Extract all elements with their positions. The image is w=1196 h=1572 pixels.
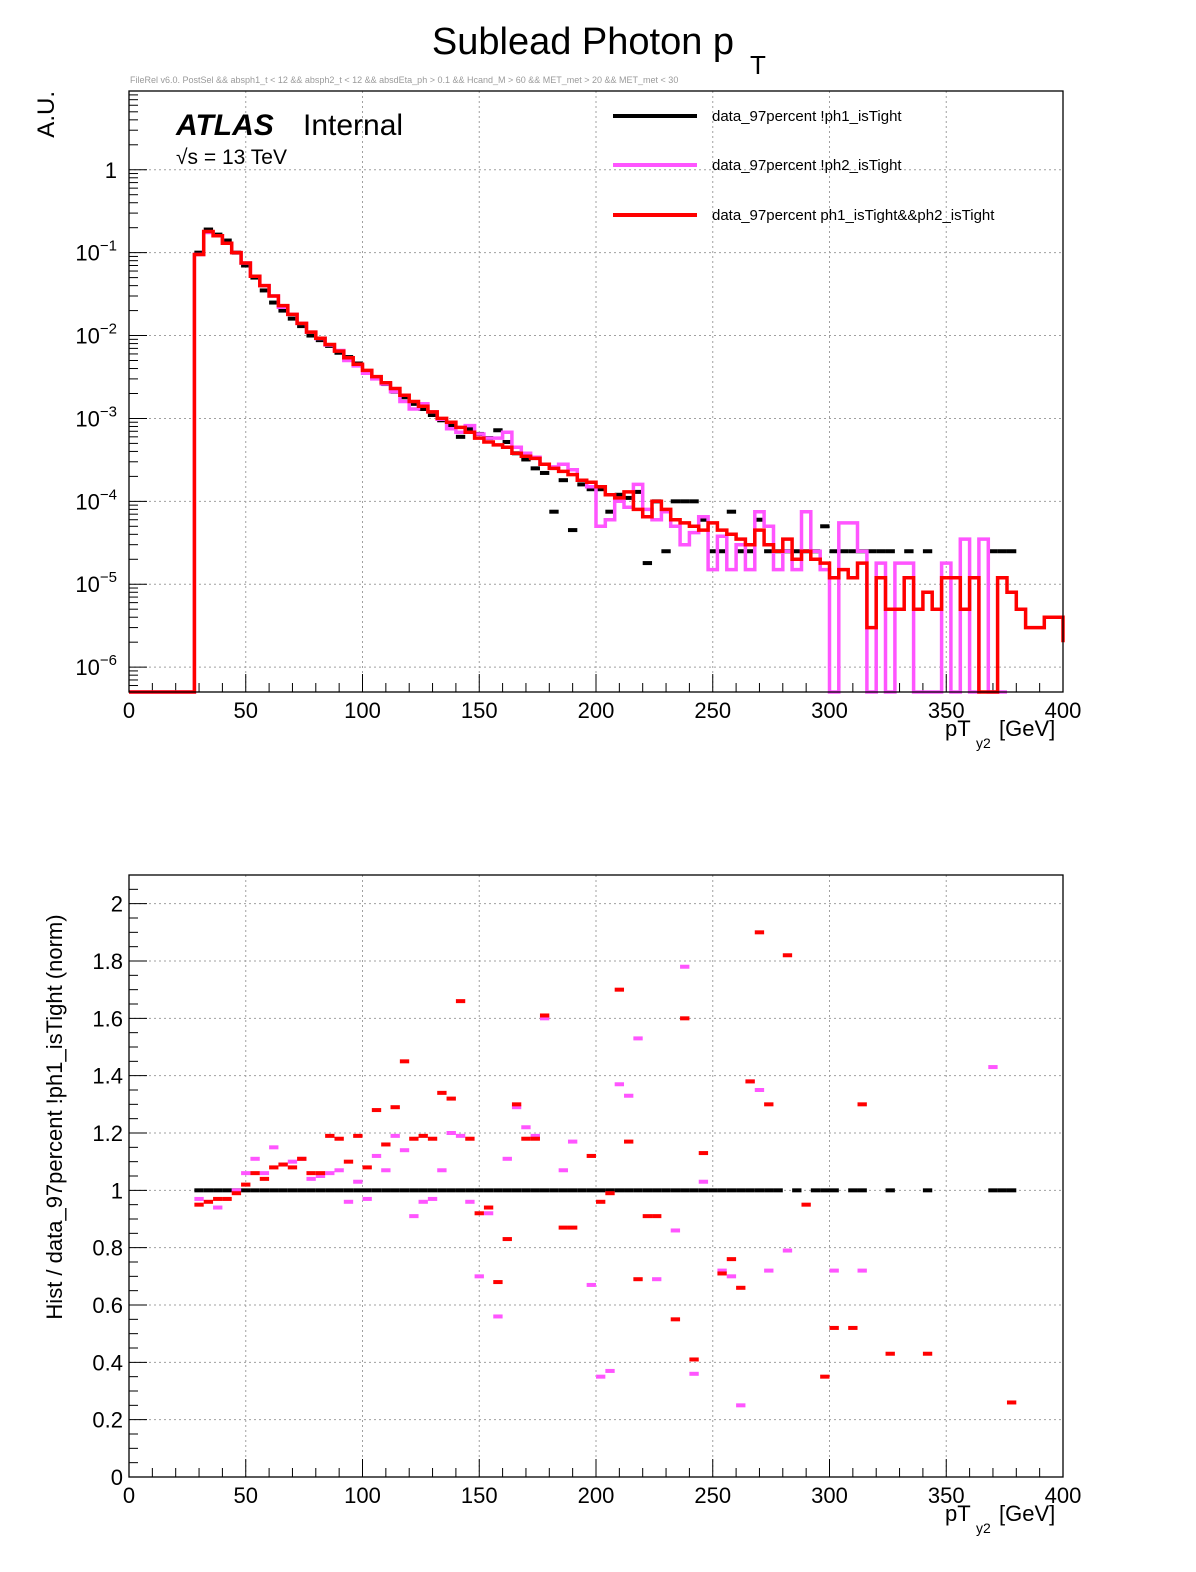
bottom-y-axis-label: Hist / data_97percent !ph1_isTight (norm… [42,914,67,1319]
bottom-y-tick-label: 0.6 [92,1293,123,1318]
atlas-status: Internal [303,109,403,142]
energy-label: √s = 13 TeV [176,146,287,169]
top-x-tick-label: 250 [694,698,731,723]
top-y-tick-label: 10−5 [75,569,117,597]
bottom-y-tick-label: 0 [111,1465,123,1490]
top-y-tick-label: 10−3 [75,403,117,431]
bottom-x-tick-label: 100 [344,1483,381,1508]
top-x-tick-label: 150 [461,698,498,723]
top-y-tick-base: 10 [75,241,99,266]
top-y-tick-base: 10 [75,655,99,680]
top-x-tick-labels: 0 50 100 150 200 250 300 350 400 [123,698,1081,723]
top-y-tick-label: 10−6 [75,652,117,680]
legend-label-tight: data_97percent ph1_isTight&&ph2_isTight [712,207,995,224]
top-y-tick-base: 10 [75,406,99,431]
bottom-y-tick-label: 1.4 [92,1064,123,1089]
top-y-tick-exponent: −3 [100,403,117,420]
bottom-x-label-main: pT [945,1501,971,1526]
top-frame [128,90,1064,693]
legend: data_97percent !ph1_isTight data_97perce… [613,108,995,224]
top-x-label-sub: y2 [976,735,991,751]
top-y-tick-label: 1 [105,158,117,183]
bottom-x-label-unit: [GeV] [999,1501,1055,1526]
bottom-series [194,930,1017,1408]
top-y-tick-base: 10 [75,489,99,514]
bottom-x-tick-label: 400 [1045,1483,1082,1508]
top-x-tick-label: 300 [811,698,848,723]
bottom-x-label-sub: y2 [976,1520,991,1536]
plot-title-subscript: T [750,50,766,80]
top-y-tick-exponent: −5 [100,569,117,586]
top-panel: 0 50 100 150 200 250 300 350 400 110−110−210−310… [33,90,1081,751]
top-x-tick-label: 100 [344,698,381,723]
bottom-x-tick-label: 250 [694,1483,731,1508]
top-y-tick-base: 1 [105,158,117,183]
bottom-y-tick-label: 2 [111,892,123,917]
top-x-tick-label: 200 [578,698,615,723]
top-x-tick-label: 350 [928,698,965,723]
top-x-label-unit: [GeV] [999,716,1055,741]
bottom-y-tick-label: 1 [111,1178,123,1203]
top-y-tick-base: 10 [75,324,99,349]
top-x-tick-label: 50 [234,698,258,723]
bottom-y-tick-label: 0.4 [92,1350,123,1375]
bottom-x-tick-label: 50 [234,1483,258,1508]
bottom-x-axis-label: pT y2 [GeV] [945,1501,1055,1536]
selection-text: FileRel v6.0. PostSel && absph1_t < 12 &… [130,75,678,85]
atlas-label: ATLAS [175,109,274,142]
bottom-x-tick-label: 350 [928,1483,965,1508]
top-y-tick-label: 10−2 [75,321,117,349]
bottom-y-tick-label: 0.2 [92,1408,123,1433]
bottom-frame [128,874,1064,1478]
bottom-y-tick-label: 1.6 [92,1006,123,1031]
top-tight-histogram-line [129,229,1065,694]
bottom-x-tick-labels: 0 50 100 150 200 250 300 350 400 [123,1483,1081,1508]
bottom-x-tick-label: 300 [811,1483,848,1508]
top-series [129,227,1065,694]
top-y-tick-exponent: −2 [100,321,117,338]
top-y-tick-exponent: −1 [100,238,117,255]
bottom-panel: 0 50 100 150 200 250 300 350 400 0 0.2 0.4 0.6 0.8 1 1… [42,874,1081,1536]
top-y-tick-labels: 110−110−210−310−410−510−6 [75,158,117,680]
bottom-x-tick-label: 0 [123,1483,135,1508]
top-y-axis-label: A.U. [33,91,60,138]
legend-label-ph2: data_97percent !ph2_isTight [712,157,902,174]
top-x-tick-label: 0 [123,698,135,723]
top-x-label-main: pT [945,716,971,741]
bottom-x-tick-label: 200 [578,1483,615,1508]
bottom-y-tick-label: 1.8 [92,949,123,974]
bottom-y-tick-labels: 0 0.2 0.4 0.6 0.8 1 1.2 1.4 1.6 1.8 2 [92,892,123,1490]
top-x-tick-label: 400 [1045,698,1082,723]
top-y-tick-label: 10−1 [75,238,117,266]
plot-title: Sublead Photon p [432,21,734,63]
bottom-ticks [128,888,1064,1478]
top-y-tick-label: 10−4 [75,486,117,514]
bottom-y-tick-label: 0.8 [92,1236,123,1261]
legend-label-data: data_97percent !ph1_isTight [712,108,902,125]
bottom-y-tick-label: 1.2 [92,1121,123,1146]
top-y-tick-exponent: −4 [100,486,117,503]
top-x-axis-label: pT y2 [GeV] [945,716,1055,751]
top-y-tick-exponent: −6 [100,652,117,669]
top-y-tick-base: 10 [75,572,99,597]
bottom-x-tick-label: 150 [461,1483,498,1508]
